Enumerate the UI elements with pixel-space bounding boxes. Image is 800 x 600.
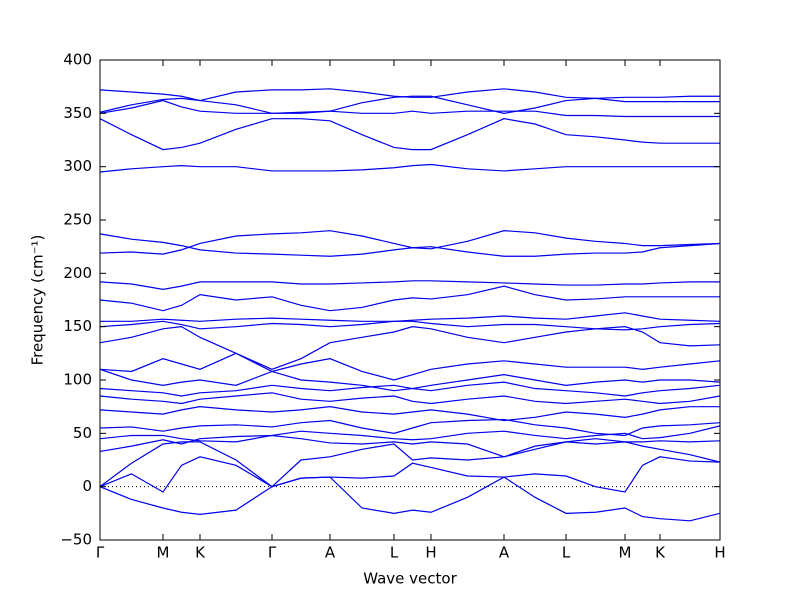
y-tick-label: 100 [63,371,92,389]
x-tick-label: M [157,544,170,562]
band-line [99,368,721,392]
y-tick-label: 250 [63,211,92,229]
x-tick-label: M [619,544,632,562]
x-tick-label: A [325,544,336,562]
plot-frame [99,59,721,541]
band-line [99,425,721,443]
y-tick-label: −50 [60,531,92,549]
band-line [99,118,720,151]
y-tick-label: 0 [82,477,92,495]
y-tick-label: 50 [73,424,92,442]
y-axis-label: Frequency (cm⁻¹) [29,235,47,366]
band-line [100,312,721,322]
band-line [99,441,721,488]
band-line [99,326,721,370]
band-line [99,456,721,493]
x-tick-label: H [425,544,436,562]
x-tick-label: K [655,544,666,562]
y-tick-label: 150 [63,317,92,335]
x-tick-label: A [499,544,510,562]
band-line [99,99,720,118]
band-line [99,476,721,522]
band-line [99,406,720,422]
x-axis-label: Wave vector [363,570,457,588]
band-line [99,89,720,114]
band-line [99,418,721,437]
y-tick-label: 400 [63,51,92,69]
band-line [99,233,721,257]
y-tick-label: 200 [63,264,92,282]
band-line [99,352,721,381]
x-tick-label: L [562,544,571,562]
x-tick-label: L [390,544,399,562]
x-tick-label: H [714,544,725,562]
band-line [99,392,721,405]
band-line [99,320,721,331]
y-tick-label: 350 [63,104,92,122]
x-tick-label: Γ [268,544,277,562]
band-line [99,285,720,312]
band-line [99,88,720,113]
y-tick-label: 300 [63,157,92,175]
band-line [99,163,720,173]
x-tick-label: Γ [96,544,105,562]
band-line [99,280,720,290]
x-tick-label: K [195,544,206,562]
